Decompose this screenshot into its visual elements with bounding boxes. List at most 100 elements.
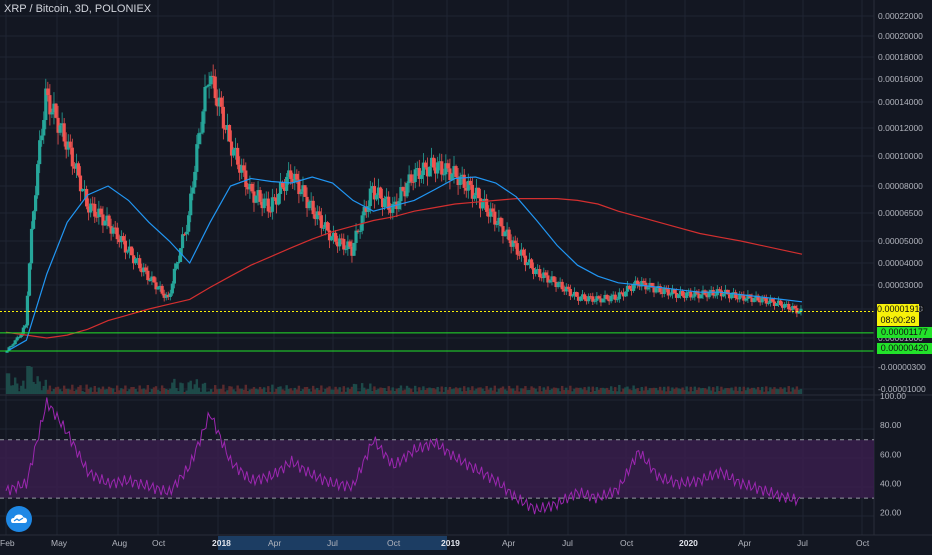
candle-body xyxy=(95,216,99,218)
candle-body xyxy=(187,215,191,232)
candle-body xyxy=(466,180,470,191)
candle-body xyxy=(378,187,383,199)
volume-bar xyxy=(681,387,684,394)
candle-body xyxy=(562,289,566,292)
volume-bar xyxy=(609,386,613,394)
volume-bar xyxy=(134,388,137,394)
volume-bar xyxy=(511,388,515,394)
candle-body xyxy=(131,255,136,264)
candle-body xyxy=(376,187,381,195)
candle-body xyxy=(519,249,523,256)
volume-bar xyxy=(793,389,797,394)
candle-body xyxy=(729,293,734,299)
volume-bar xyxy=(505,390,509,394)
candle-body xyxy=(707,291,711,298)
volume-bar xyxy=(552,387,556,394)
volume-bar xyxy=(385,390,388,394)
chart-title: XRP / Bitcoin, 3D, POLONIEX xyxy=(4,3,152,15)
candle-body xyxy=(138,258,142,269)
candle-body xyxy=(280,181,285,188)
volume-bar xyxy=(285,385,288,394)
rsi-tick-label: 60.00 xyxy=(880,449,902,459)
volume-bar xyxy=(91,391,94,394)
candle-body xyxy=(329,236,334,241)
candle-body xyxy=(785,303,789,305)
candle-body xyxy=(383,198,387,208)
candle-body xyxy=(103,221,107,226)
volume-bar xyxy=(111,388,115,394)
price-tick-label: 0.00010000 xyxy=(878,151,923,161)
candle-body xyxy=(409,174,413,182)
candle-body xyxy=(687,291,691,293)
candle-body xyxy=(91,203,95,205)
volume-bar xyxy=(34,383,37,394)
volume-bar xyxy=(260,389,264,394)
volume-bar xyxy=(450,389,454,394)
volume-bar xyxy=(683,390,686,394)
volume-bar xyxy=(46,389,50,394)
candle-body xyxy=(217,97,221,107)
candle-body xyxy=(29,228,34,264)
volume-bar xyxy=(183,391,186,394)
volume-bar xyxy=(116,385,119,394)
time-tick-label: Oct xyxy=(620,538,634,548)
volume-bar xyxy=(501,386,505,394)
candle-body xyxy=(725,289,730,295)
volume-bar xyxy=(230,386,233,394)
price-tick-label: 0.00005000 xyxy=(878,236,923,246)
tradingview-cloud-icon[interactable] xyxy=(6,506,32,532)
volume-bar xyxy=(354,384,358,394)
candle-body xyxy=(74,163,79,169)
candle-body xyxy=(203,86,207,112)
candle-body xyxy=(252,191,256,203)
volume-bar xyxy=(158,391,162,394)
volume-bar xyxy=(771,389,774,394)
volume-bar xyxy=(436,386,439,394)
candle-body xyxy=(240,165,244,173)
volume-bar xyxy=(336,389,339,394)
candle-body xyxy=(244,170,248,188)
volume-bar xyxy=(234,391,237,394)
volume-bar xyxy=(252,387,256,394)
volume-bar xyxy=(591,386,594,394)
candle-body xyxy=(68,141,72,148)
volume-bar xyxy=(722,389,725,394)
candle-body xyxy=(699,294,703,299)
candle-body xyxy=(470,184,474,199)
volume-bar xyxy=(426,388,429,394)
volume-bar xyxy=(750,387,754,394)
volume-bar xyxy=(199,391,203,394)
volume-bar xyxy=(712,387,715,394)
volume-bar xyxy=(148,391,152,394)
price-tick-label: 0.00003000 xyxy=(878,280,923,290)
volume-bar xyxy=(391,387,394,394)
volume-bar xyxy=(509,388,513,394)
candle-body xyxy=(523,255,528,266)
volume-bar xyxy=(656,390,660,394)
candle-body xyxy=(529,259,534,269)
volume-bar xyxy=(701,387,705,394)
candle-body xyxy=(619,292,623,294)
ma-slow-line xyxy=(5,198,803,339)
volume-bar xyxy=(491,390,494,394)
time-tick-label: 2018 xyxy=(212,538,231,548)
candle-body xyxy=(85,188,89,207)
volume-bar xyxy=(201,383,205,394)
volume-bar xyxy=(26,366,29,394)
volume-bar xyxy=(97,387,101,394)
candle-body xyxy=(209,75,213,85)
volume-bar xyxy=(60,391,64,394)
volume-bar xyxy=(358,391,362,394)
candle-body xyxy=(411,181,415,183)
volume-bar xyxy=(193,384,196,394)
candle-body xyxy=(676,294,681,298)
volume-bar xyxy=(246,391,250,394)
volume-bar xyxy=(211,391,215,394)
price-tick-label: 0.00004000 xyxy=(878,258,923,268)
candle-body xyxy=(62,123,66,142)
candle-body xyxy=(783,304,787,308)
candle-body xyxy=(227,124,232,142)
volume-bar xyxy=(422,386,425,394)
candle-body xyxy=(448,168,452,181)
